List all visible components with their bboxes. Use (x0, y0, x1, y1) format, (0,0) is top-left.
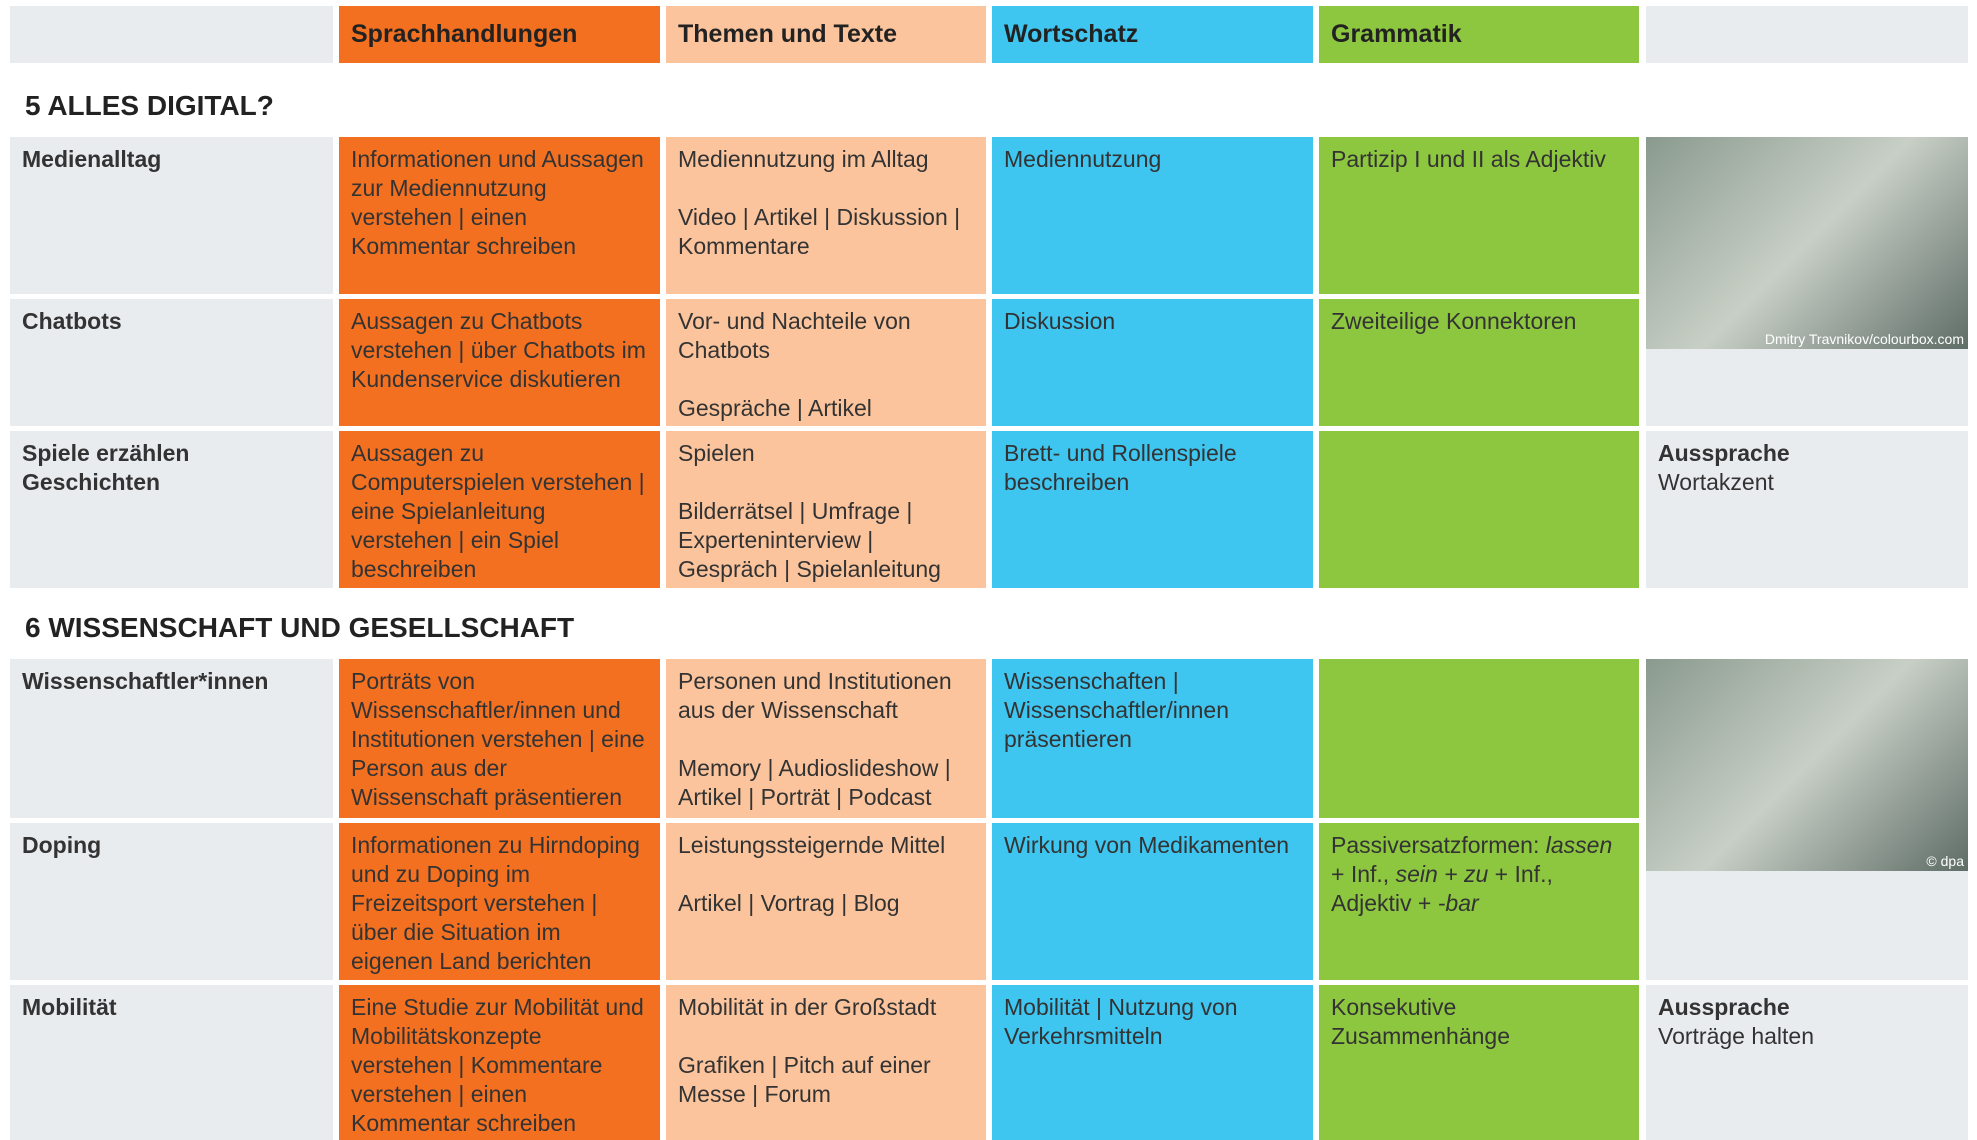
text: Wirkung von Medikamenten (1004, 832, 1290, 858)
content-cell: Vor- und Nachteile von Chatbots Gespräche… (666, 299, 986, 426)
text: Chatbots (22, 308, 122, 334)
topic-cell: Medienalltag (10, 137, 333, 294)
content-cell: Personen und Institutionen aus der Wisse… (666, 659, 986, 818)
text: Diskussion (1004, 308, 1116, 334)
text-segment: + Inf., (1331, 861, 1396, 887)
text: Vorträge halten (1658, 1023, 1815, 1049)
text: Mediennutzung im Alltag (678, 146, 929, 172)
text: Memory | Audioslideshow | Artikel | Port… (678, 755, 951, 810)
header-cell (10, 6, 333, 63)
content-cell: Passiversatzformen: lassen + Inf., sein … (1319, 823, 1639, 980)
text: Wissenschaften | Wissenschaftler/innen p… (1004, 668, 1229, 752)
header-cell: Themen und Texte (666, 6, 986, 63)
text: Partizip I und II als Adjektiv (1331, 146, 1606, 172)
text-segment: lassen (1545, 832, 1613, 858)
topic-cell: Mobilität (10, 985, 333, 1140)
text: Personen und Institutionen aus der Wisse… (678, 668, 952, 723)
content-cell: Leistungssteigernde Mittel Artikel | Vort… (666, 823, 986, 980)
content-cell: Mediennutzung (992, 137, 1313, 294)
content-cell: Informationen zu Hirndoping und zu Dopin… (339, 823, 660, 980)
content-cell (1319, 659, 1639, 818)
text: Aussagen zu Computerspielen verstehen | … (351, 440, 645, 582)
text: Passiversatzformen: lassen + Inf., sein … (1331, 831, 1627, 918)
content-cell: Spielen Bilderrätsel | Umfrage | Experten… (666, 431, 986, 588)
content-cell: Partizip I und II als Adjektiv (1319, 137, 1639, 294)
topic-cell: Chatbots (10, 299, 333, 426)
content-cell: Eine Studie zur Mobilität und Mobilitäts… (339, 985, 660, 1140)
content-cell: Porträts von Wissenschaftler/innen und I… (339, 659, 660, 818)
text: Zweiteilige Konnektoren (1331, 308, 1577, 334)
text: Porträts von Wissenschaftler/innen und I… (351, 668, 645, 810)
content-cell: Mobilität in der Großstadt Grafiken | Pit… (666, 985, 986, 1140)
content-cell: Wirkung von Medikamenten (992, 823, 1313, 980)
text: Medienalltag (22, 146, 162, 172)
header-cell: Grammatik (1319, 6, 1639, 63)
content-cell (1319, 431, 1639, 588)
content-cell: Mobilität | Nutzung von Verkehrsmitteln (992, 985, 1313, 1140)
header-cell: Wortschatz (992, 6, 1313, 63)
text: Wissenschaftler*innen (22, 668, 269, 694)
text-segment: sein + zu (1395, 861, 1489, 887)
header-cell: Sprachhandlungen (339, 6, 660, 63)
text: Grafiken | Pitch auf einer Messe | Forum (678, 1052, 931, 1107)
text-segment: + Inf., Adjektiv + (1331, 861, 1553, 916)
topic-cell: Spiele erzählen Geschichten (10, 431, 333, 588)
text: Informationen zu Hirndoping und zu Dopin… (351, 832, 640, 974)
text: Mobilität in der Großstadt (678, 994, 937, 1020)
text: Spiele erzählen Geschichten (22, 440, 190, 495)
text: Leistungssteigernde Mittel (678, 832, 946, 858)
text: Video | Artikel | Diskussion | Kommentar… (678, 204, 961, 259)
topic-cell: Doping (10, 823, 333, 980)
content-cell: Konsekutive Zusammenhänge (1319, 985, 1639, 1140)
section-title: 5 ALLES DIGITAL? (25, 90, 274, 121)
text: Vor- und Nachteile von Chatbots (678, 308, 911, 363)
text: Eine Studie zur Mobilität und Mobilitäts… (351, 994, 644, 1136)
content-cell: Informationen und Aussagen zur Mediennut… (339, 137, 660, 294)
content-cell: Aussagen zu Computerspielen verstehen | … (339, 431, 660, 588)
pronunciation-cell: Aussprache Vorträge halten (1646, 985, 1968, 1140)
text: Aussagen zu Chatbots verstehen | über Ch… (351, 308, 646, 392)
header-cell (1646, 6, 1968, 63)
text: Doping (22, 832, 102, 858)
text: Artikel | Vortrag | Blog (678, 890, 900, 916)
text: Mediennutzung (1004, 146, 1162, 172)
text-segment: Passiversatzformen: (1331, 832, 1546, 858)
text: Informationen und Aussagen zur Mediennut… (351, 146, 644, 259)
content-cell: Zweiteilige Konnektoren (1319, 299, 1639, 426)
text: Brett- und Rollenspiele beschreiben (1004, 440, 1237, 495)
text: Wortakzent (1658, 469, 1774, 495)
content-cell: Wissenschaften | Wissenschaftler/innen p… (992, 659, 1313, 818)
text: Gespräche | Artikel (678, 395, 872, 421)
photo-credit: © dpa (1926, 853, 1964, 869)
text: Aussprache (1658, 994, 1790, 1020)
text: Mobilität (22, 994, 117, 1020)
topic-cell: Wissenschaftler*innen (10, 659, 333, 818)
photo: Dmitry Travnikov/colourbox.com (1646, 137, 1968, 349)
text: Aussprache (1658, 440, 1790, 466)
photo-credit: Dmitry Travnikov/colourbox.com (1764, 331, 1964, 347)
content-cell: Brett- und Rollenspiele beschreiben (992, 431, 1313, 588)
text-segment: -bar (1437, 890, 1479, 916)
photo: © dpa (1646, 659, 1968, 871)
content-cell: Mediennutzung im Alltag Video | Artikel |… (666, 137, 986, 294)
text: Bilderrätsel | Umfrage | Expertenintervi… (678, 498, 941, 582)
content-cell: Diskussion (992, 299, 1313, 426)
content-cell: Aussagen zu Chatbots verstehen | über Ch… (339, 299, 660, 426)
text: Spielen (678, 440, 755, 466)
text: Mobilität | Nutzung von Verkehrsmitteln (1004, 994, 1238, 1049)
text: Konsekutive Zusammenhänge (1331, 994, 1510, 1049)
pronunciation-cell: Aussprache Wortakzent (1646, 431, 1968, 588)
section-title: 6 WISSENSCHAFT UND GESELLSCHAFT (25, 612, 575, 643)
